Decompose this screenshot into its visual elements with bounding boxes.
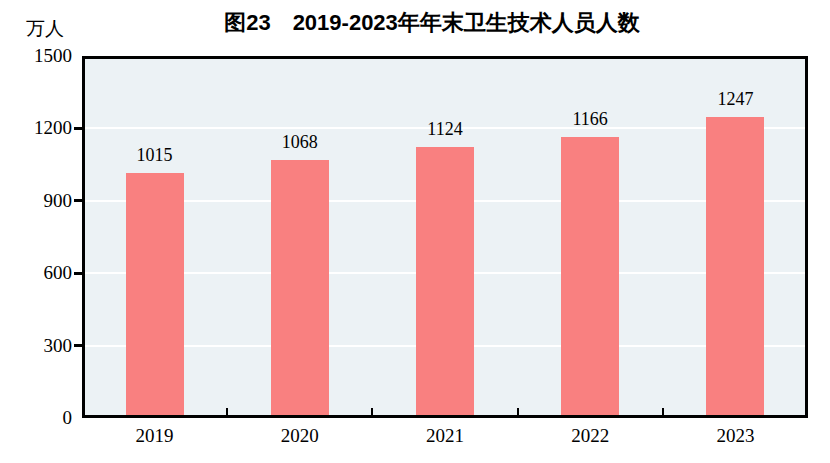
y-axis-tick-mark xyxy=(74,127,82,130)
x-axis-tick-label: 2023 xyxy=(680,425,790,447)
bar-value-label: 1124 xyxy=(395,119,495,140)
bar-2023 xyxy=(706,117,764,415)
y-axis-tick-label: 1200 xyxy=(0,117,72,139)
y-axis-tick-label: 600 xyxy=(0,262,72,284)
bar-chart: 万人 图23 2019-2023年年末卫生技术人员人数 101510681124… xyxy=(0,0,830,463)
chart-title: 图23 2019-2023年年末卫生技术人员人数 xyxy=(34,8,830,38)
bar-2019 xyxy=(126,173,184,415)
x-axis-tick-label: 2020 xyxy=(245,425,355,447)
x-axis-tick-mark xyxy=(662,408,664,415)
bar-2021 xyxy=(416,147,474,415)
y-axis-tick-mark xyxy=(74,272,82,275)
bar-value-label: 1068 xyxy=(250,132,350,153)
bar-value-label: 1166 xyxy=(540,109,640,130)
bar-2020 xyxy=(271,160,329,415)
y-axis-tick-label: 900 xyxy=(0,190,72,212)
x-axis-tick-label: 2021 xyxy=(390,425,500,447)
y-axis-tick-label: 1500 xyxy=(0,45,72,67)
x-axis-tick-label: 2022 xyxy=(535,425,645,447)
y-axis-tick-label: 300 xyxy=(0,335,72,357)
x-axis-tick-mark xyxy=(226,408,228,415)
y-axis-tick-mark xyxy=(74,199,82,202)
x-axis-tick-label: 2019 xyxy=(100,425,210,447)
y-axis-tick-mark xyxy=(74,344,82,347)
bar-2022 xyxy=(561,137,619,415)
x-axis-tick-mark xyxy=(371,408,373,415)
y-axis-tick-label: 0 xyxy=(0,407,72,429)
plot-area: 1015 1068 1124 1166 1247 xyxy=(82,56,808,418)
bar-value-label: 1247 xyxy=(685,89,785,110)
x-axis-tick-mark xyxy=(517,408,519,415)
bar-value-label: 1015 xyxy=(105,145,205,166)
